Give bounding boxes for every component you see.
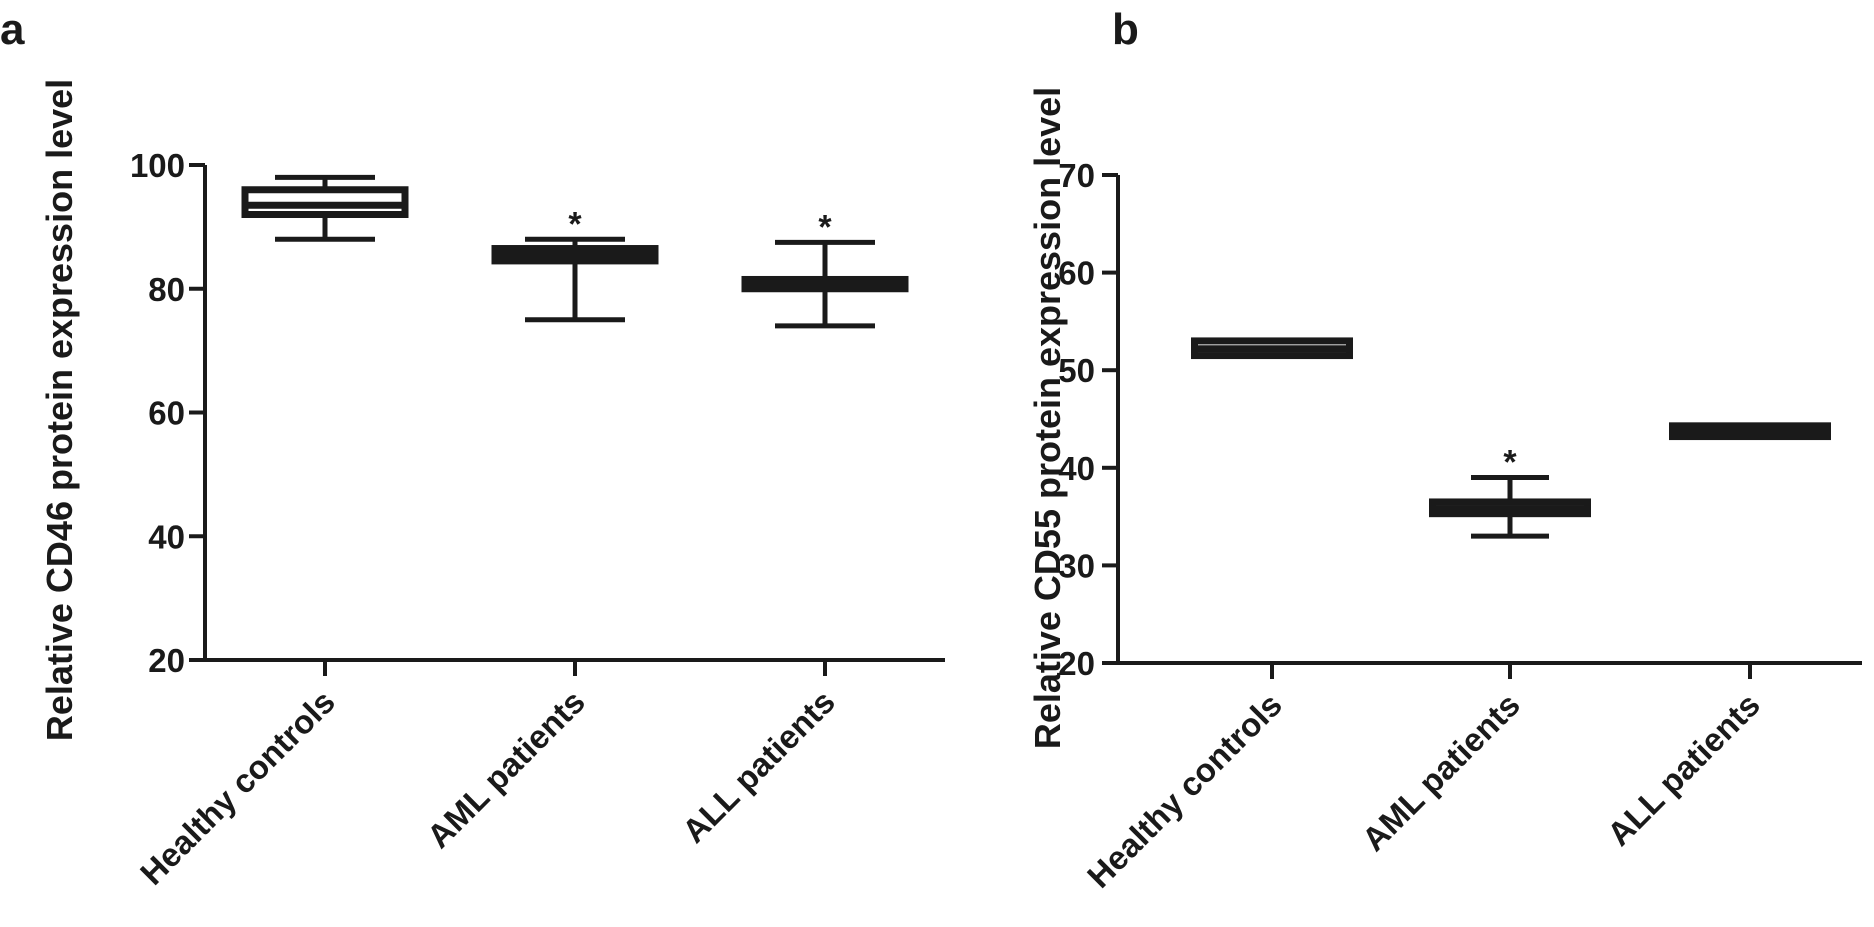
y-tick-label: 60: [1058, 255, 1095, 292]
significance-marker: *: [818, 208, 832, 246]
panel-label: b: [1112, 5, 1139, 54]
box-plot: [1191, 337, 1353, 360]
box-plot: [1669, 422, 1831, 441]
panel-b: b Relative CD55 protein expression level2…: [1027, 5, 1862, 895]
box-plot: [241, 174, 409, 242]
y-tick-label: 70: [1058, 157, 1095, 194]
y-tick-label: 20: [1058, 645, 1095, 682]
y-tick-label: 20: [148, 642, 185, 679]
y-axis-title: Relative CD46 protein expression level: [39, 79, 80, 741]
y-axis-title: Relative CD55 protein expression level: [1027, 87, 1068, 749]
x-tick-label: ALL patients: [1600, 686, 1767, 853]
x-tick-label: AML patients: [1355, 686, 1527, 858]
x-tick-label: Healthy controls: [133, 683, 342, 892]
y-tick-label: 30: [1058, 547, 1095, 584]
y-tick-label: 50: [1058, 352, 1095, 389]
panel-label: a: [0, 5, 25, 54]
box-plot: *: [1429, 444, 1591, 539]
significance-marker: *: [1503, 444, 1517, 482]
y-tick-label: 40: [148, 518, 185, 555]
x-tick-label: Healthy controls: [1080, 686, 1289, 895]
significance-marker: *: [568, 205, 582, 243]
x-tick-label: ALL patients: [675, 683, 842, 850]
box-plot: *: [491, 205, 659, 323]
y-tick-label: 100: [130, 147, 185, 184]
panel-a: a Relative CD46 protein expression level 2…: [0, 5, 945, 892]
y-tick-label: 80: [148, 271, 185, 308]
box-plot: *: [741, 208, 909, 329]
x-tick-label: AML patients: [420, 683, 592, 855]
y-tick-label: 60: [148, 395, 185, 432]
y-tick-label: 40: [1058, 450, 1095, 487]
